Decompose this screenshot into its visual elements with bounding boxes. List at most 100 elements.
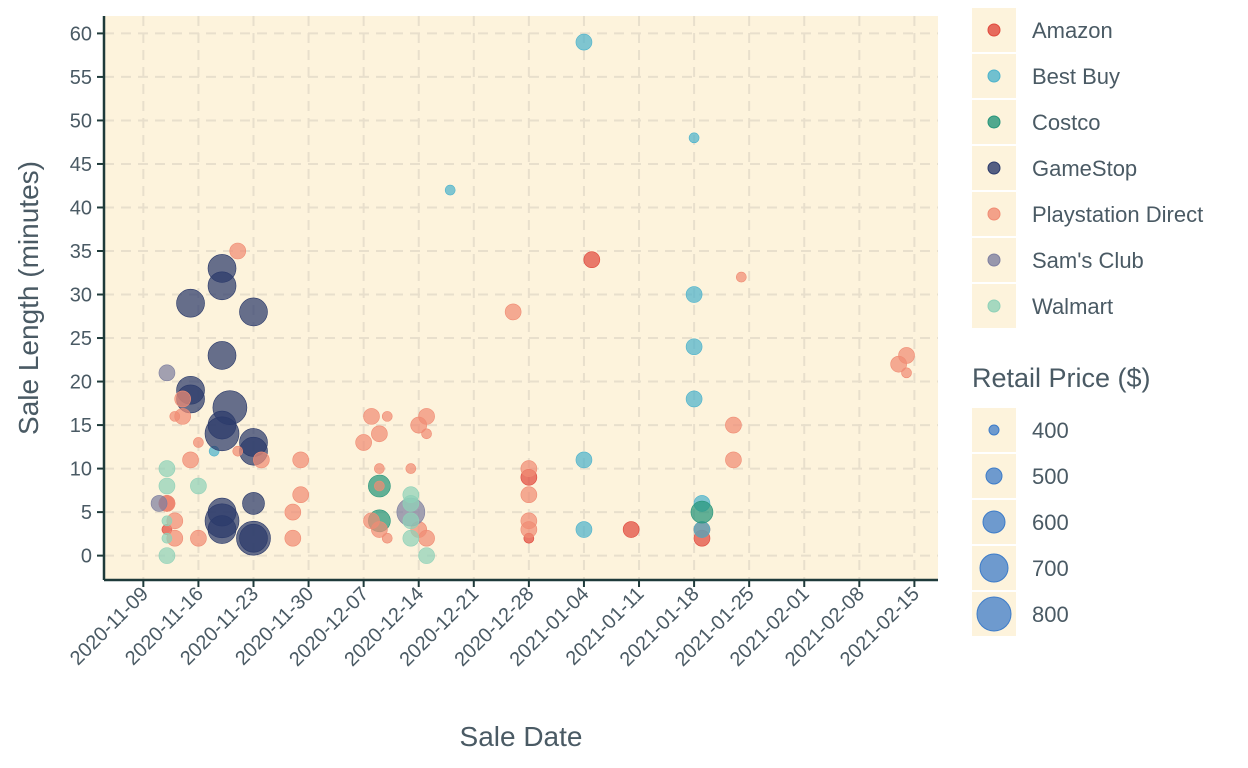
y-tick-label: 20	[70, 372, 92, 394]
data-point	[685, 338, 703, 356]
data-point	[150, 495, 168, 512]
data-point	[520, 521, 538, 538]
data-point	[253, 451, 270, 469]
y-tick-labels: 0 5 10 15 20 25 30 35 40 45 50 55 60	[70, 23, 104, 568]
plot-panel	[104, 16, 938, 580]
data-point	[190, 529, 207, 547]
size-legend-swatch	[988, 424, 1000, 436]
data-point	[182, 451, 199, 469]
data-point	[736, 271, 747, 283]
size-legend-swatch	[976, 596, 1012, 632]
data-point	[176, 288, 205, 318]
legend-label: Best Buy	[1032, 64, 1120, 89]
data-point	[402, 512, 420, 530]
size-legend-swatch	[985, 467, 1003, 485]
y-axis-title: Sale Length (minutes)	[13, 161, 44, 435]
legend-label: Sam's Club	[1032, 248, 1144, 273]
data-point	[418, 547, 435, 564]
size-legend-swatch	[979, 553, 1009, 583]
legend-swatch	[987, 253, 1001, 267]
legend-swatch	[987, 299, 1001, 313]
legend-label: Amazon	[1032, 18, 1113, 43]
data-point	[374, 480, 385, 492]
legend-label: Playstation Direct	[1032, 202, 1203, 227]
legend-swatch	[987, 69, 1001, 83]
data-point	[193, 437, 204, 448]
data-point	[158, 364, 176, 382]
data-point	[898, 347, 915, 364]
axes	[102, 16, 938, 582]
data-point	[583, 251, 601, 269]
data-point	[207, 515, 237, 544]
data-point	[575, 451, 593, 469]
data-point	[355, 434, 372, 451]
x-axis-title: Sale Date	[460, 721, 583, 752]
data-point	[190, 477, 207, 495]
data-point	[374, 463, 385, 474]
data-point	[207, 271, 237, 301]
data-point	[690, 500, 714, 524]
data-point	[363, 408, 380, 425]
data-point	[402, 529, 420, 547]
data-point	[292, 451, 309, 469]
size-legend-label: 800	[1032, 602, 1069, 627]
data-point	[418, 529, 435, 547]
y-tick-label: 5	[81, 502, 92, 524]
data-point	[158, 477, 176, 495]
size-legend-label: 400	[1032, 418, 1069, 443]
data-point	[381, 532, 393, 544]
legend-label: Costco	[1032, 110, 1100, 135]
data-point	[292, 486, 309, 504]
data-point	[204, 416, 240, 452]
color-legend: Amazon Best Buy Costco GameStop Playstation …	[972, 8, 1203, 328]
y-tick-label: 55	[70, 67, 92, 89]
data-point	[901, 367, 912, 379]
data-point	[229, 242, 247, 260]
legend-label: GameStop	[1032, 156, 1137, 181]
y-tick-label: 0	[81, 546, 92, 568]
data-point	[239, 297, 268, 327]
data-point	[405, 463, 417, 474]
data-point	[371, 521, 388, 538]
size-legend: 400 500 600 700 800	[972, 408, 1069, 636]
size-legend-swatch	[982, 510, 1006, 534]
legend-label: Walmart	[1032, 294, 1113, 319]
legend-swatch	[987, 161, 1001, 175]
data-point	[575, 33, 593, 51]
data-point	[284, 529, 302, 547]
y-tick-label: 15	[70, 415, 92, 437]
data-point	[161, 515, 173, 527]
data-point	[381, 411, 393, 422]
data-point	[174, 408, 191, 425]
data-point	[693, 521, 711, 538]
data-point	[158, 460, 176, 477]
data-point	[575, 521, 593, 538]
size-legend-label: 500	[1032, 464, 1069, 489]
data-point	[284, 503, 302, 521]
y-tick-label: 50	[70, 110, 92, 132]
data-point	[725, 451, 742, 469]
data-point	[410, 416, 428, 434]
y-tick-label: 25	[70, 328, 92, 350]
legend-swatch	[987, 115, 1001, 129]
data-point	[207, 341, 237, 370]
data-points	[150, 33, 915, 564]
data-point	[232, 445, 244, 457]
size-legend-label: 600	[1032, 510, 1069, 535]
data-point	[685, 390, 703, 408]
size-legend-title: Retail Price ($)	[972, 363, 1151, 393]
data-point	[685, 286, 703, 303]
data-point	[444, 184, 456, 196]
data-point	[371, 425, 388, 443]
y-tick-label: 40	[70, 197, 92, 219]
data-point	[242, 492, 265, 515]
x-tick-labels: 2020-11-092020-11-162020-11-232020-11-30…	[66, 580, 924, 671]
legend-swatch	[987, 23, 1001, 37]
data-point	[688, 132, 700, 144]
y-tick-label: 45	[70, 154, 92, 176]
data-point	[158, 547, 176, 564]
y-tick-label: 60	[70, 23, 92, 45]
y-tick-label: 30	[70, 285, 92, 307]
data-point	[174, 390, 191, 408]
